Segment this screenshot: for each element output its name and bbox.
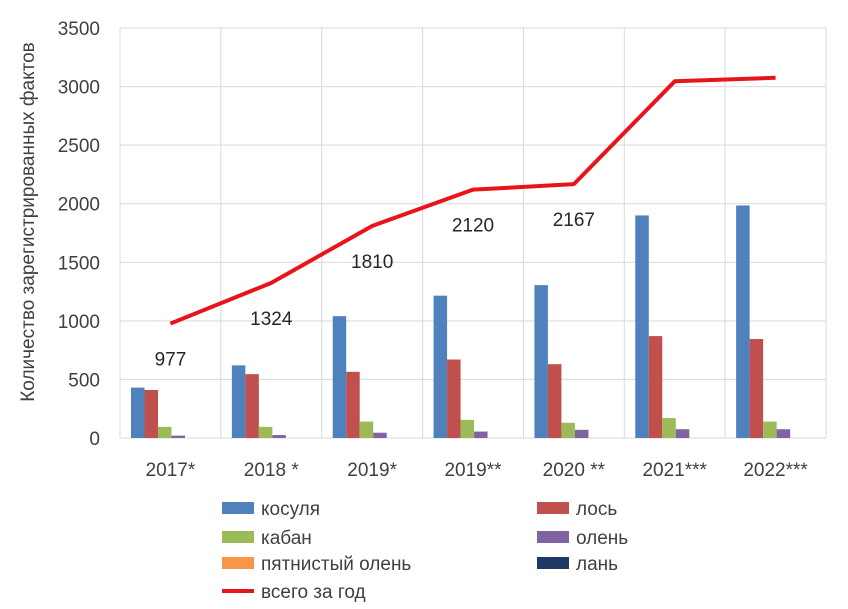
legend-label: лось [576, 499, 617, 520]
y-tick-label: 2500 [58, 136, 100, 157]
bar-0-5 [635, 215, 649, 438]
legend-label: кабан [261, 528, 312, 549]
axis-layer: 0 500 1000 1500 2000 2500 3000 3500 2017* 2018 * 2… [58, 19, 809, 481]
y-tick-label: 3000 [58, 78, 100, 99]
bar-0-2 [333, 316, 347, 438]
bar-0-0 [131, 388, 145, 438]
legend: косуля лось кабан олень пятнистый олень лань в… [222, 499, 628, 603]
x-tick-label: 2019** [444, 460, 502, 481]
line-data-label: 2167 [553, 210, 595, 231]
bar-3-0 [172, 436, 186, 438]
bar-0-6 [736, 205, 750, 438]
legend-item: пятнистый олень [222, 554, 411, 575]
legend-label: всего за год [261, 582, 366, 603]
bars-layer [131, 205, 790, 438]
bar-3-5 [676, 429, 690, 438]
x-tick-label: 2018 * [244, 460, 300, 481]
y-tick-label: 3500 [58, 19, 100, 40]
legend-swatch [537, 502, 569, 514]
bar-2-4 [561, 423, 575, 438]
legend-label: лань [576, 554, 618, 575]
bar-3-6 [777, 429, 791, 438]
bar-3-2 [373, 433, 387, 438]
bar-2-6 [763, 422, 777, 438]
legend-label: пятнистый олень [261, 554, 411, 575]
legend-item: лань [537, 554, 618, 575]
bar-0-4 [534, 285, 548, 438]
bar-3-1 [272, 435, 286, 438]
line-data-label: 1324 [250, 309, 293, 330]
y-tick-label: 2000 [58, 195, 100, 216]
legend-item: олень [537, 528, 628, 549]
legend-swatch [222, 531, 254, 543]
line-data-label: 2120 [452, 216, 494, 237]
bar-1-1 [245, 374, 259, 438]
bar-2-2 [360, 422, 374, 438]
x-tick-label: 2020 ** [543, 460, 606, 481]
bar-1-6 [750, 339, 764, 438]
line-data-label: 1810 [351, 252, 393, 273]
legend-swatch [537, 557, 569, 569]
x-tick-label: 2019* [347, 460, 397, 481]
legend-item: кабан [222, 528, 312, 549]
bar-1-5 [649, 336, 663, 438]
legend-item: косуля [222, 499, 320, 520]
x-tick-label: 2017* [146, 460, 196, 481]
bar-1-4 [548, 364, 562, 438]
bar-0-1 [232, 365, 246, 438]
bar-0-3 [434, 296, 448, 438]
legend-item: всего за год [222, 582, 366, 603]
legend-swatch [222, 557, 254, 569]
total-line [170, 78, 775, 324]
line-layer [170, 78, 775, 324]
y-tick-label: 0 [89, 429, 100, 450]
bar-1-0 [145, 390, 159, 438]
bar-3-3 [474, 432, 488, 438]
line-data-label: 977 [155, 350, 187, 371]
bar-2-0 [158, 427, 172, 438]
legend-swatch [537, 531, 569, 543]
y-axis-title: Количество зарегистрированных фактов [18, 42, 39, 402]
bar-1-2 [346, 372, 360, 438]
bar-1-3 [447, 360, 461, 438]
legend-item: лось [537, 499, 617, 520]
bar-3-4 [575, 430, 589, 438]
bar-2-1 [259, 427, 273, 438]
bar-2-3 [461, 420, 475, 438]
legend-label: олень [576, 528, 628, 549]
x-tick-label: 2021*** [642, 460, 707, 481]
y-tick-label: 500 [68, 370, 100, 391]
x-tick-label: 2022*** [743, 460, 808, 481]
legend-swatch [222, 502, 254, 514]
y-tick-label: 1500 [58, 253, 100, 274]
legend-label: косуля [261, 499, 320, 520]
bar-2-5 [662, 418, 676, 438]
y-tick-label: 1000 [58, 312, 100, 333]
